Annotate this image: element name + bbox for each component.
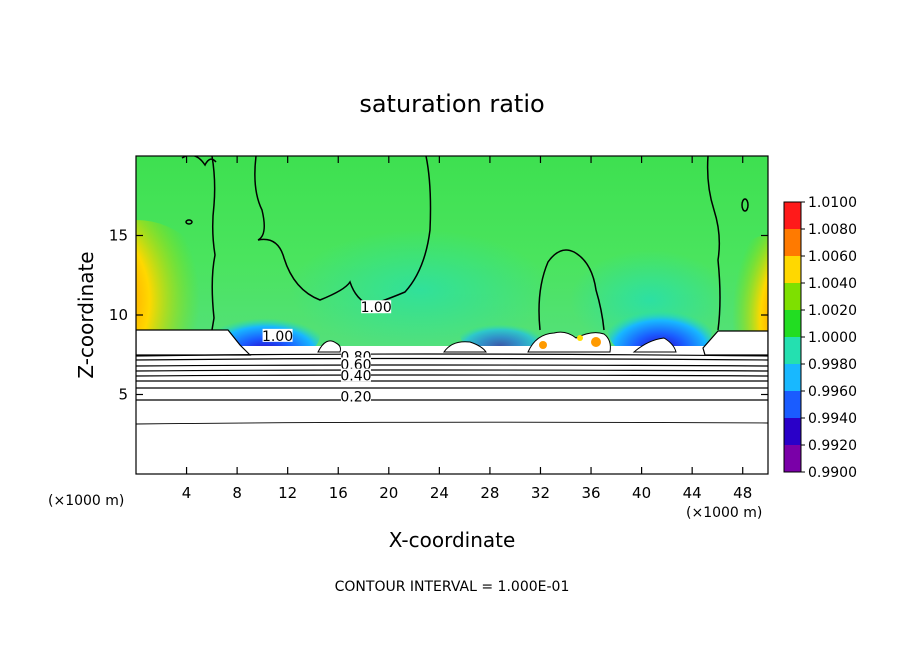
contour-line-0.30 <box>136 386 768 389</box>
colorbar-tick-label: 1.0020 <box>808 303 857 319</box>
x-tick-label: 12 <box>278 484 297 502</box>
white-bump-3 <box>527 331 611 353</box>
colorbar-segment <box>784 310 801 337</box>
colorbar-segment <box>784 418 801 445</box>
colorbar-tick-label: 0.9900 <box>808 465 857 481</box>
contour-1.00-cell <box>538 249 605 331</box>
contour-line-0.40 <box>136 379 768 382</box>
contour-line-0.60 <box>136 369 768 372</box>
contour-labels: 1.001.000.800.600.400.20 <box>262 300 392 405</box>
contour-line-0.50 <box>136 374 768 377</box>
x-tick-label: 28 <box>480 484 499 502</box>
contour-label-bg <box>340 357 371 371</box>
colorbar-segment <box>784 202 801 229</box>
colorbar-segment <box>784 337 801 364</box>
contour-1.00-left-plume <box>211 156 216 331</box>
contour-1.00 <box>181 156 749 331</box>
colorbar-segment <box>784 256 801 283</box>
colorbar-tick-label: 1.0100 <box>808 195 857 211</box>
x-tick-label: 36 <box>581 484 600 502</box>
white-bump-1 <box>317 340 341 353</box>
orange-spot-1 <box>539 341 547 349</box>
colorbar-tick-label: 0.9920 <box>808 438 857 454</box>
chart-title: saturation ratio <box>359 90 544 118</box>
contour-1.00-right-plume <box>706 156 721 331</box>
x-axis-title: X-coordinate <box>389 528 516 552</box>
colorbar-segment <box>784 364 801 391</box>
x-tick-label: 40 <box>632 484 651 502</box>
contour-1.00-top-wisp <box>181 156 217 167</box>
x-axis-ticks: 4 8 12 16 20 24 28 32 36 40 44 48 <box>182 156 752 502</box>
contour-label: 0.20 <box>340 389 371 405</box>
colorbar-tick-label: 0.9980 <box>808 357 857 373</box>
contour-label: 1.00 <box>361 300 392 316</box>
contour-line-0.90 <box>136 353 768 357</box>
colorbar-tick-label: 1.0060 <box>808 249 857 265</box>
colorbar-tick-label: 1.0080 <box>808 222 857 238</box>
x-tick-label: 24 <box>430 484 449 502</box>
contour-1.00-dome <box>254 156 432 306</box>
x-tick-label: 16 <box>329 484 348 502</box>
x-tick-label: 44 <box>683 484 702 502</box>
contour-interval-footer: CONTOUR INTERVAL = 1.000E-01 <box>335 579 570 595</box>
white-plateau-right <box>702 330 768 356</box>
contour-1.00-small-cell <box>741 198 749 212</box>
contour-line-0.70 <box>136 364 768 367</box>
y-tick-label: 15 <box>109 227 128 245</box>
contour-line-0.10 <box>136 421 768 425</box>
y-tick-label: 5 <box>118 386 128 404</box>
colorbar-tick-label: 0.9960 <box>808 384 857 400</box>
white-bump-4 <box>632 337 677 353</box>
colorbar-segment <box>784 391 801 418</box>
yellow-spot <box>577 335 583 341</box>
colorbar-tick-label: 0.9940 <box>808 411 857 427</box>
x-tick-label: 48 <box>733 484 752 502</box>
contour-label: 1.00 <box>262 329 293 345</box>
colorbar-tick-label: 1.0000 <box>808 330 857 346</box>
contour-lines-lower <box>136 353 768 425</box>
contour-label-bg <box>340 368 371 382</box>
contour-label-bg <box>340 389 371 403</box>
contour-line-0.20 <box>136 398 768 401</box>
y-axis-ticks: 5 10 15 <box>109 227 768 404</box>
x-unit-left: (×1000 m) <box>48 493 124 509</box>
contour-label: 0.40 <box>340 369 371 385</box>
colorbar-segment <box>784 283 801 310</box>
x-tick-label: 32 <box>531 484 550 502</box>
x-tick-label: 8 <box>232 484 242 502</box>
y-axis-title: Z-coordinate <box>74 251 98 378</box>
contour-label-bg <box>262 328 293 342</box>
contour-1.00-small-cell-2 <box>185 219 193 225</box>
x-tick-label: 4 <box>182 484 192 502</box>
lower-layer <box>136 346 768 474</box>
x-unit-right: (×1000 m) <box>686 505 762 521</box>
white-bump-2 <box>443 341 487 353</box>
colorbar-segment <box>784 229 801 256</box>
colorbar-tick-label: 1.0040 <box>808 276 857 292</box>
subsaturated-region-mid <box>460 317 540 353</box>
orange-spot-2 <box>591 337 601 347</box>
heatmap-plot-area: 1.001.000.800.600.400.20 <box>136 156 768 474</box>
contour-label-bg <box>361 300 392 314</box>
colorbar: 0.9900 0.9920 0.9940 0.9960 0.9980 1.0000 1.00… <box>783 195 857 481</box>
contour-line-0.80 <box>136 357 768 361</box>
x-tick-label: 20 <box>379 484 398 502</box>
y-tick-label: 10 <box>109 306 128 324</box>
colorbar-segment <box>784 445 801 472</box>
